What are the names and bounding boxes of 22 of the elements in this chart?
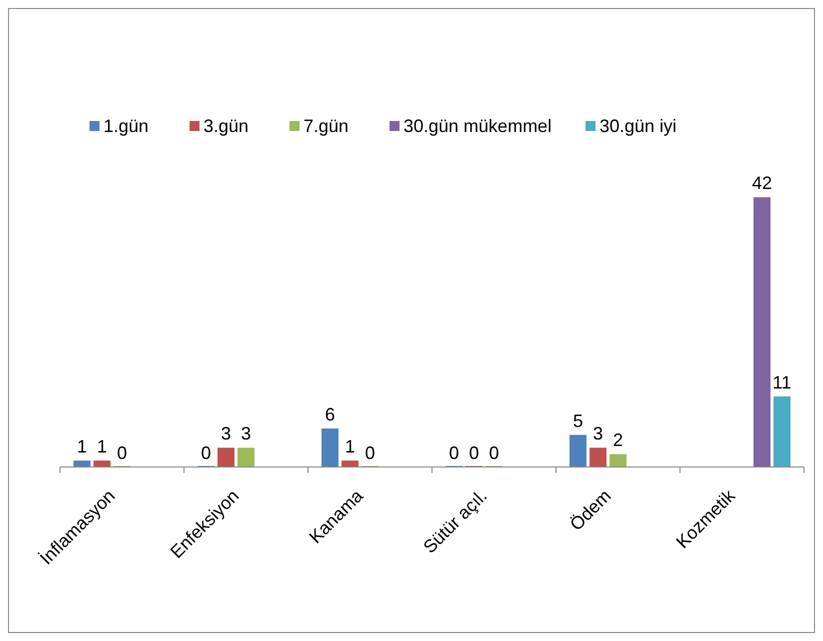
data-label: 5 — [572, 410, 584, 431]
legend-label: 30.gün iyi — [600, 116, 677, 136]
data-label: 1 — [76, 436, 88, 457]
legend-label: 3.gün — [204, 116, 249, 136]
data-label: 1 — [344, 436, 356, 457]
data-label: 0 — [468, 443, 480, 463]
data-label: 42 — [752, 173, 772, 194]
data-label: 6 — [324, 404, 336, 424]
data-label: 3 — [592, 424, 604, 444]
legend-label: 7.gün — [304, 116, 349, 136]
data-label: 0 — [364, 443, 376, 463]
data-label: 1 — [96, 436, 108, 457]
data-label: 0 — [448, 443, 460, 463]
data-label: 2 — [612, 430, 624, 450]
data-label: 0 — [488, 443, 500, 463]
data-label: 0 — [116, 443, 128, 463]
data-label: 0 — [200, 443, 212, 463]
data-label: 3 — [240, 424, 252, 444]
legend-label: 30.gün mükemmel — [404, 116, 552, 136]
data-label: 3 — [220, 424, 232, 444]
data-label: 11 — [772, 372, 792, 392]
legend-label: 1.gün — [104, 116, 149, 136]
